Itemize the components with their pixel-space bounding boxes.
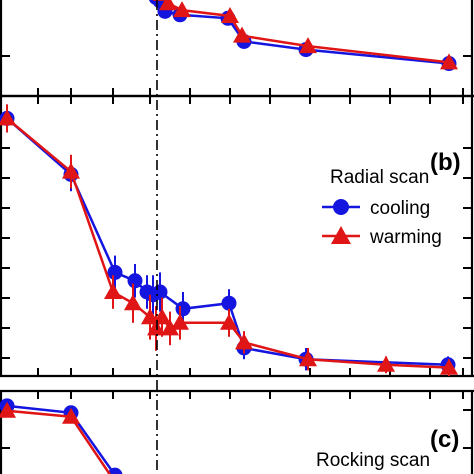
legend-rocking-scan: Rocking scan <box>316 450 430 471</box>
data-point <box>124 294 142 311</box>
legend-warming-marker <box>331 226 351 244</box>
data-point <box>159 0 177 11</box>
data-point <box>107 467 123 474</box>
data-point <box>233 26 251 43</box>
series-line <box>6 409 112 474</box>
data-point <box>377 355 395 372</box>
data-point <box>127 273 143 289</box>
data-point <box>62 162 80 179</box>
data-point <box>221 6 239 23</box>
data-point <box>220 313 238 330</box>
data-point <box>440 53 458 70</box>
data-point <box>440 358 458 375</box>
data-point <box>171 313 189 330</box>
legend-warming-label: warming <box>369 227 442 248</box>
data-point <box>161 319 179 336</box>
data-point <box>104 283 122 299</box>
legend-cooling-label: cooling <box>370 198 430 219</box>
data-point <box>235 333 253 350</box>
panel-label-b: (b) <box>430 149 461 176</box>
legend-title: Radial scan <box>330 167 429 188</box>
data-point <box>299 350 317 367</box>
series-line <box>164 0 450 64</box>
legend-radial-scan: Radial scan cooling warming <box>322 167 442 248</box>
data-point <box>152 284 168 300</box>
data-point <box>62 407 80 424</box>
data-point <box>173 1 191 18</box>
data-point <box>107 264 123 280</box>
series-line <box>157 0 450 65</box>
data-point <box>221 295 237 311</box>
panel-a <box>0 0 474 98</box>
panel-label-c: (c) <box>430 426 459 453</box>
legend-cooling-marker <box>333 199 349 215</box>
series-line <box>6 404 116 474</box>
data-point <box>147 319 165 336</box>
panel-b <box>0 94 474 378</box>
data-point <box>141 308 159 325</box>
data-point <box>299 37 317 54</box>
data-point <box>175 301 191 317</box>
data-point <box>0 401 16 418</box>
data-point <box>0 109 16 126</box>
panel-c <box>0 389 474 474</box>
